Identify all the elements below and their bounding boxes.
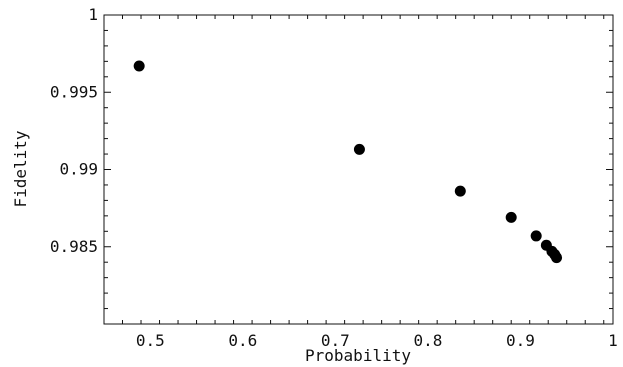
x-tick-label: 0.7	[321, 331, 350, 350]
data-points	[133, 60, 563, 264]
y-axis-label: Fidelity	[11, 130, 30, 207]
data-point	[530, 230, 542, 242]
x-tick-label: 0.5	[136, 331, 165, 350]
x-tick-label: 0.9	[506, 331, 535, 350]
data-point	[353, 143, 365, 155]
y-tick-label: 0.99	[59, 160, 98, 179]
y-tick-label: 1	[88, 5, 98, 24]
x-axis-tick-labels: 0.5 0.6 0.7 0.8 0.9 1	[136, 331, 618, 350]
data-point	[551, 252, 563, 264]
x-tick-label: 0.8	[413, 331, 442, 350]
y-axis-ticks	[104, 14, 613, 325]
y-tick-label: 0.995	[50, 82, 98, 101]
plot-frame	[103, 14, 614, 325]
data-point	[505, 211, 517, 223]
y-axis-tick-labels: 0.985 0.99 0.995 1	[50, 5, 98, 256]
x-axis-ticks	[103, 15, 605, 324]
x-tick-label: 0.6	[228, 331, 257, 350]
data-point	[133, 60, 145, 72]
data-point	[454, 185, 466, 197]
x-tick-label: 1	[608, 331, 618, 350]
x-axis-label: Probability	[305, 346, 411, 365]
y-tick-label: 0.985	[50, 237, 98, 256]
